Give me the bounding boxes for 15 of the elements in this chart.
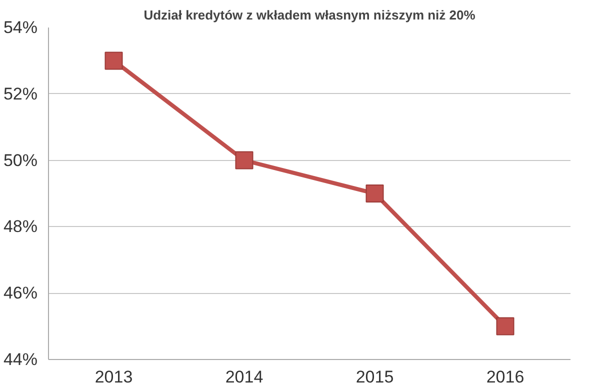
x-tick-label: 2016: [486, 368, 524, 386]
y-tick-label: 44%: [3, 350, 38, 369]
y-tick-label: 48%: [3, 217, 38, 236]
x-tick-label: 2014: [225, 368, 264, 386]
y-tick-label: 46%: [3, 284, 38, 303]
chart-title: Udział kredytów z wkładem własnym niższym niż 20%: [144, 8, 476, 22]
y-tick-label: 54%: [3, 18, 38, 37]
point: [366, 184, 384, 202]
x-tick-label: 2013: [94, 368, 133, 386]
point: [104, 52, 123, 70]
y-tick-label: 52%: [3, 84, 38, 104]
x-tick-label: 2015: [356, 368, 394, 386]
y-tick-label: 50%: [3, 150, 38, 170]
point: [496, 317, 514, 336]
point: [235, 151, 254, 170]
